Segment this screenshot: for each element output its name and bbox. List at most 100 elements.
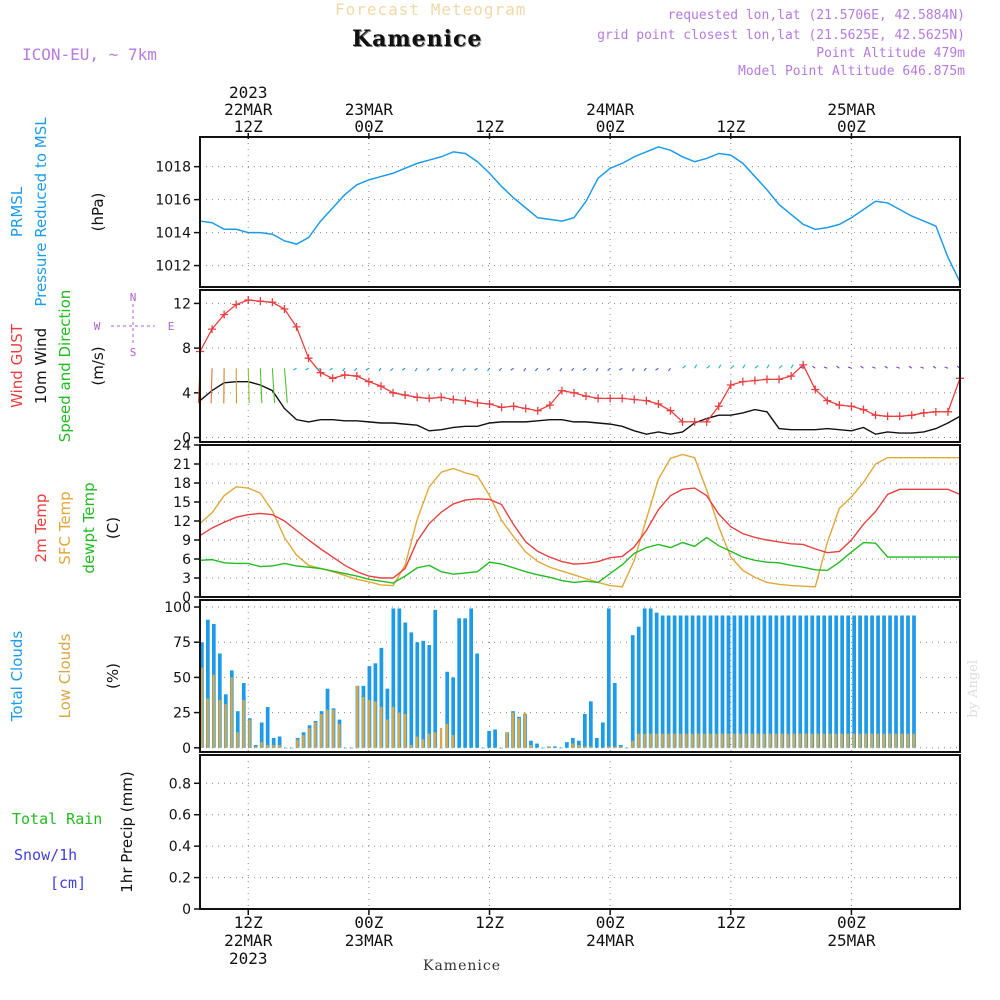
total-cloud-bar: [774, 615, 779, 748]
y-tick-label: 4: [182, 386, 191, 402]
y-tick-label: 0.2: [169, 871, 191, 887]
label-dewpt-temp: dewpt Temp: [80, 482, 98, 573]
low-cloud-bar: [391, 706, 395, 748]
time-label-bottom: 00Z: [596, 913, 625, 932]
total-cloud-bar: [409, 632, 414, 748]
total-cloud-bar: [235, 711, 240, 748]
wind-direction-arrow: [390, 367, 394, 372]
low-cloud-bar: [709, 733, 712, 748]
wind-direction-arrow: [944, 366, 949, 369]
gust-point: [847, 402, 856, 411]
wind-direction-arrow: [378, 367, 382, 372]
time-label-bottom: 24MAR: [586, 931, 635, 950]
total-cloud-bar: [529, 740, 533, 748]
total-cloud-bar: [265, 706, 270, 748]
low-cloud-bar: [397, 712, 401, 748]
total-cloud-bar: [786, 615, 791, 748]
gust-point: [787, 372, 796, 381]
wind-direction-arrow: [582, 367, 587, 371]
total-cloud-bar: [870, 615, 874, 748]
panel-frame: [199, 136, 961, 288]
total-cloud-bar: [553, 746, 557, 748]
requested-coordinates: requested lon,lat (21.5706E, 42.5884N): [667, 8, 965, 23]
total-cloud-bar: [894, 615, 898, 748]
wind-direction-arrow: [631, 367, 635, 372]
low-cloud-bar: [774, 733, 778, 748]
total-cloud-bar: [277, 736, 282, 748]
wind-direction-arrow: [595, 367, 599, 372]
low-cloud-bar: [679, 733, 682, 748]
time-label-top: 22MAR: [224, 100, 273, 119]
low-cloud-bar: [266, 744, 269, 748]
time-label-bottom: 25MAR: [827, 931, 876, 950]
low-cloud-bar: [762, 733, 766, 748]
wind-direction-arrow: [860, 365, 864, 369]
low-cloud-bar: [218, 699, 221, 748]
total-cloud-bar: [343, 747, 348, 749]
gust-point: [557, 386, 566, 395]
low-cloud-bar: [912, 733, 915, 748]
panel-frame: [199, 289, 961, 443]
gust-point: [702, 417, 711, 426]
wind-direction-arrow: [847, 366, 852, 369]
low-cloud-bar: [655, 733, 658, 748]
gust-point: [666, 406, 675, 415]
wind-direction-arrow: [896, 366, 900, 369]
total-cloud-bar: [624, 747, 629, 749]
low-cloud-bar: [786, 733, 790, 748]
total-cloud-bar: [588, 701, 593, 748]
time-label-top: 12Z: [716, 117, 745, 136]
low-cloud-bar: [296, 739, 299, 748]
total-cloud-bar: [912, 615, 916, 748]
low-cloud-bar: [834, 733, 838, 748]
total-cloud-bar: [283, 747, 288, 749]
low-cloud-bar: [242, 699, 245, 748]
label-sfc-temp: SFC Temp: [56, 491, 74, 564]
total-cloud-bar: [906, 615, 910, 748]
low-cloud-bar: [433, 732, 437, 748]
label-10m-wind: 10m Wind: [32, 328, 50, 404]
low-cloud-bar: [864, 733, 868, 748]
total-cloud-bar: [768, 615, 773, 748]
low-cloud-bar: [780, 733, 784, 748]
total-cloud-bar: [684, 615, 689, 748]
low-cloud-bar: [643, 733, 646, 748]
low-cloud-bar: [517, 718, 521, 748]
wind-direction-arrow: [682, 365, 687, 369]
y-tick-label: 12: [173, 296, 191, 312]
temp-2m-line: [199, 487, 961, 579]
low-cloud-bar: [804, 733, 808, 748]
y-tick-label: 100: [164, 600, 191, 616]
low-cloud-bar: [715, 733, 718, 748]
time-label-bottom: 22MAR: [224, 931, 273, 950]
wind-direction-arrow: [462, 367, 466, 372]
wind-direction-arrow: [510, 367, 514, 371]
y-tick-label: 0: [182, 590, 191, 606]
gust-point: [943, 407, 952, 416]
total-cloud-bar: [762, 615, 767, 748]
total-cloud-bar: [798, 615, 803, 748]
dewpt-temp-line: [199, 536, 960, 584]
low-cloud-bar: [254, 746, 257, 748]
low-cloud-bar: [691, 733, 694, 748]
total-cloud-bar: [780, 615, 785, 748]
y-tick-label: 6: [182, 552, 191, 568]
low-cloud-bar: [212, 674, 215, 748]
low-cloud-bar: [745, 733, 748, 748]
wind-direction-arrow: [247, 368, 250, 404]
wind-direction-arrow: [293, 367, 297, 371]
low-cloud-bar: [529, 744, 533, 748]
total-cloud-bar: [702, 615, 707, 748]
wind-direction-arrow: [766, 364, 770, 369]
low-cloud-bar: [332, 709, 335, 748]
total-cloud-bar: [642, 608, 647, 748]
gust-point: [497, 403, 506, 412]
y-tick-label: 0: [182, 902, 191, 918]
total-cloud-bar: [900, 615, 904, 748]
low-cloud-bar: [619, 746, 622, 748]
total-cloud-bar: [792, 615, 797, 748]
total-cloud-bar: [678, 615, 683, 748]
label-snow-cm: [cm]: [50, 874, 86, 892]
time-label-bottom: 12Z: [234, 913, 263, 932]
